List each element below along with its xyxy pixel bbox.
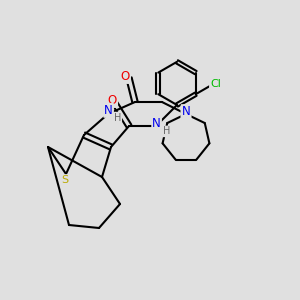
Text: H: H: [163, 126, 170, 136]
Text: N: N: [182, 106, 190, 119]
Text: S: S: [61, 175, 68, 185]
Text: O: O: [121, 70, 130, 83]
Text: N: N: [104, 104, 113, 117]
Text: N: N: [182, 105, 190, 118]
Text: Cl: Cl: [210, 80, 221, 89]
Text: H: H: [114, 112, 121, 123]
Text: O: O: [108, 94, 117, 107]
Text: N: N: [152, 116, 161, 130]
